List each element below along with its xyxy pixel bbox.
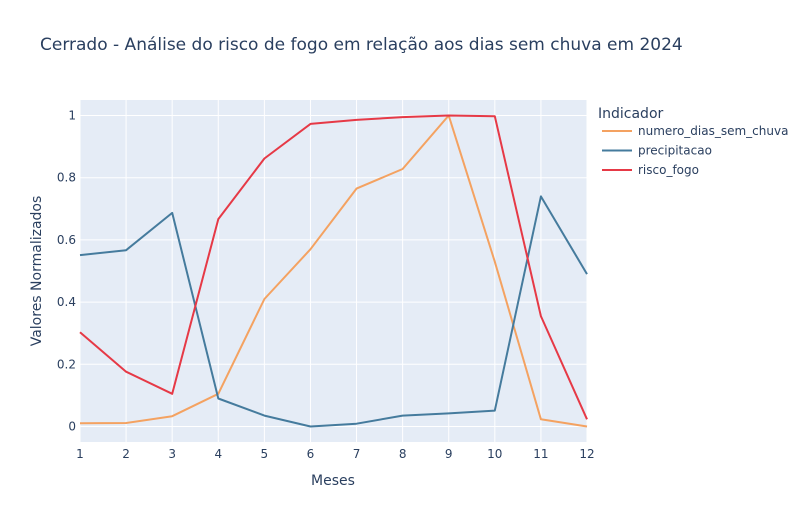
x-tick-label: 8: [399, 447, 407, 461]
legend-label: risco_fogo: [638, 163, 699, 177]
x-tick-label: 2: [122, 447, 130, 461]
series-line-risco_fogo: [79, 114, 588, 420]
chart-title: Cerrado - Análise do risco de fogo em re…: [40, 35, 683, 55]
y-tick-label: 0.6: [57, 233, 76, 247]
y-tick-label: 0: [68, 419, 76, 433]
series-line-numero_dias_sem_chuva: [79, 114, 588, 428]
legend-item-numero_dias_sem_chuva[interactable]: numero_dias_sem_chuva: [602, 124, 788, 138]
legend-label: precipitacao: [638, 144, 712, 158]
x-tick-label: 7: [353, 447, 361, 461]
x-tick-label: 5: [261, 447, 269, 461]
y-tick-label: 0.2: [57, 357, 76, 371]
x-tick-label: 3: [168, 447, 176, 461]
x-tick-label: 11: [533, 447, 548, 461]
x-tick-label: 12: [579, 447, 594, 461]
series-lines: [79, 114, 588, 428]
x-axis-ticks: 1 2 3 4 5 6 7 8 9 10 11 12: [76, 447, 594, 461]
legend-item-precipitacao[interactable]: precipitacao: [602, 144, 712, 158]
legend-item-risco_fogo[interactable]: risco_fogo: [602, 163, 699, 177]
legend: Indicador numero_dias_sem_chuva precipita…: [598, 106, 788, 177]
series-line-precipitacao: [79, 195, 588, 428]
x-tick-label: 10: [487, 447, 502, 461]
y-tick-label: 0.8: [57, 171, 76, 185]
x-tick-label: 4: [214, 447, 222, 461]
y-tick-label: 1: [68, 109, 76, 123]
x-tick-label: 9: [445, 447, 453, 461]
x-axis-title: Meses: [311, 473, 355, 489]
x-tick-label: 1: [76, 447, 84, 461]
legend-label: numero_dias_sem_chuva: [638, 124, 788, 138]
grid: [79, 100, 588, 442]
plot-area: [80, 100, 587, 442]
x-tick-label: 6: [307, 447, 315, 461]
y-axis-title: Valores Normalizados: [29, 196, 45, 347]
legend-title: Indicador: [598, 106, 664, 122]
y-tick-label: 0.4: [57, 295, 76, 309]
y-axis-ticks: 0 0.2 0.4 0.6 0.8 1: [57, 109, 76, 434]
